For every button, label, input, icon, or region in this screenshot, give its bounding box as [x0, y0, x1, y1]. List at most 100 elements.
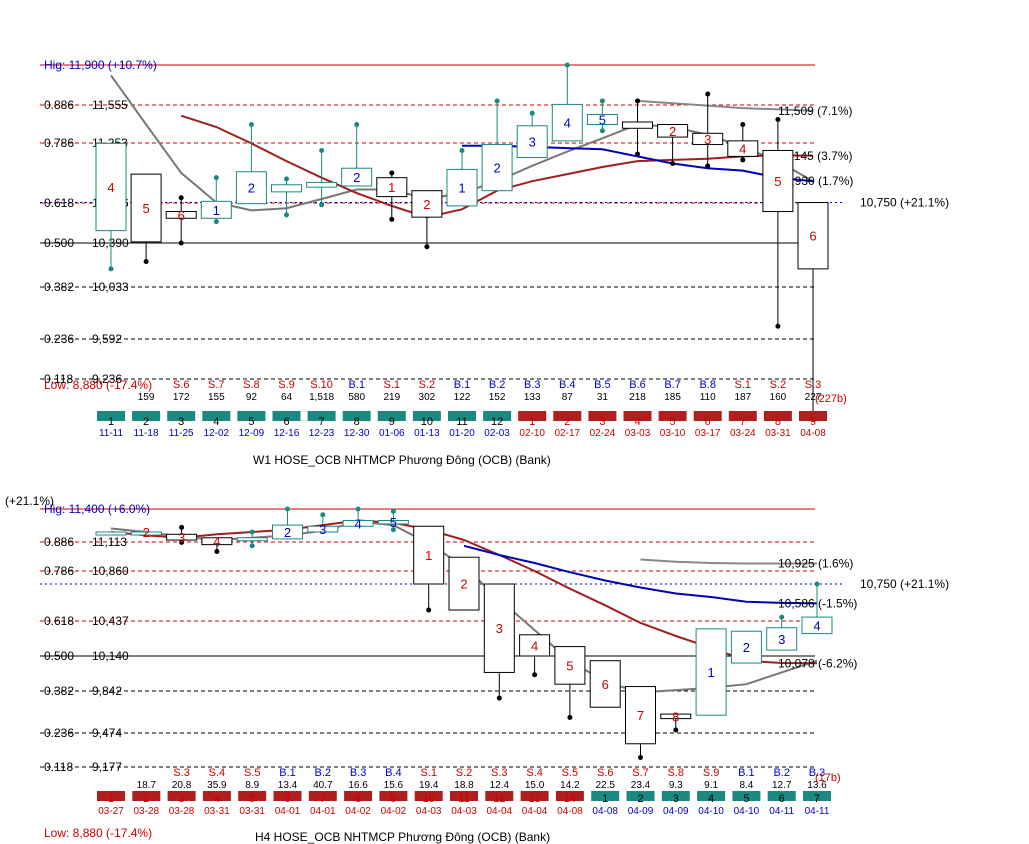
- date-label: 04-04: [522, 806, 548, 817]
- volume-label: 8.9: [245, 780, 259, 791]
- candle-count-label: 4: [813, 618, 820, 633]
- candle-count-label: 3: [178, 530, 185, 545]
- date-label: 03-27: [98, 806, 124, 817]
- candle-body: [519, 634, 551, 657]
- date-label: 03-28: [134, 806, 160, 817]
- bar-count-label: 5: [248, 416, 254, 428]
- date-label: 03-24: [730, 428, 756, 439]
- volume-label: 219: [383, 392, 400, 403]
- candle-count-label: 4: [107, 180, 114, 195]
- session-label: S.3: [173, 767, 190, 779]
- candle-body: [766, 627, 798, 651]
- candle-count-label: 2: [423, 197, 430, 212]
- candle-low-dot: [638, 754, 643, 760]
- date-label: 04-03: [416, 806, 442, 817]
- session-label: S.8: [668, 767, 685, 779]
- candle-low-dot: [635, 151, 640, 157]
- session-label: S.8: [243, 379, 260, 391]
- candle-body: [554, 646, 586, 685]
- fib-price-label: 11,113: [92, 535, 127, 549]
- bar-count-label: 6: [705, 416, 711, 428]
- volume-note: (17b): [815, 772, 841, 784]
- candle-count-label: 2: [353, 170, 360, 185]
- volume-label: 18.8: [454, 780, 474, 791]
- session-label: B.3: [350, 767, 367, 779]
- fib-ratio-label: 0.500: [44, 236, 74, 250]
- volume-label: 35.9: [207, 780, 227, 791]
- date-label: 04-03: [451, 806, 477, 817]
- session-bar: [518, 411, 547, 421]
- date-label: 03-31: [204, 806, 230, 817]
- ma-flat-line: [640, 558, 817, 565]
- session-bar: [414, 791, 443, 801]
- volume-label: 218: [629, 392, 646, 403]
- bar-count-label: 12: [491, 416, 503, 428]
- chart-title: H4 HOSE_OCB NHTMCP Phương Đông (OCB) (Ba…: [255, 830, 550, 844]
- session-label: B.4: [385, 767, 402, 779]
- candle-body: [586, 113, 618, 126]
- candle-high-dot: [354, 122, 360, 128]
- candle-high-dot: [740, 122, 746, 128]
- volume-label: 159: [138, 392, 155, 403]
- fib-price-label: 10,860: [92, 564, 129, 578]
- candle-low-dot: [673, 727, 679, 733]
- volume-label: 15.0: [525, 780, 545, 791]
- session-bar: [132, 411, 161, 421]
- bar-count-label: 3: [179, 793, 185, 805]
- date-label: 12-09: [239, 428, 265, 439]
- session-label: S.2: [456, 767, 473, 779]
- session-bar: [308, 791, 337, 801]
- candle-high-dot: [635, 98, 640, 104]
- candle-high-dot: [705, 91, 711, 97]
- date-label: 12-30: [344, 428, 370, 439]
- candle-body: [797, 202, 829, 270]
- candle-count-label: 6: [602, 677, 609, 692]
- chart-title: W1 HOSE_OCB NHTMCP Phương Đông (OCB) (Ba…: [253, 453, 551, 467]
- fib-ratio-label: 0.118: [44, 760, 73, 774]
- session-bar: [273, 791, 302, 801]
- date-label: 03-10: [660, 428, 686, 439]
- current-price-label: 10,750 (+21.1%): [860, 577, 949, 591]
- bar-count-label: 3: [599, 416, 605, 428]
- session-bar: [803, 791, 831, 801]
- fib-ratio-label: 0.236: [44, 332, 74, 346]
- session-label: S.2: [419, 379, 436, 391]
- date-label: 03-28: [169, 806, 195, 817]
- bar-count-label: 1: [602, 793, 608, 805]
- candle-body: [200, 200, 232, 219]
- candle-body: [95, 142, 127, 232]
- bar-count-label: 10: [423, 793, 435, 805]
- candle-count-label: 3: [319, 522, 326, 537]
- candle-high-dot: [284, 176, 289, 182]
- candle-body: [236, 537, 268, 542]
- date-label: 04-11: [805, 806, 830, 817]
- date-label: 11-11: [99, 428, 124, 439]
- session-label: B.5: [594, 379, 611, 391]
- date-label: 11-25: [169, 428, 194, 439]
- bar-count-label: 2: [637, 793, 643, 805]
- session-label: S.9: [703, 767, 720, 779]
- candle-high-dot: [355, 506, 361, 512]
- candle-body: [342, 519, 374, 527]
- date-label: 04-04: [487, 806, 513, 817]
- volume-label: 9.1: [704, 780, 718, 791]
- session-label: B.7: [664, 379, 681, 391]
- session-label: B.3: [524, 379, 541, 391]
- candle-count-label: 2: [743, 640, 750, 655]
- bar-count-label: 4: [708, 793, 714, 805]
- session-label: B.1: [454, 379, 471, 391]
- candle-count-label: 1: [213, 203, 220, 218]
- ma-value-label: 11,145 (3.7%): [778, 149, 853, 163]
- candle-low-dot: [178, 240, 184, 246]
- candle-body: [377, 519, 409, 525]
- fib-price-label: 9,177: [92, 760, 122, 774]
- candle-count-label: 2: [143, 525, 150, 540]
- session-bar: [626, 791, 655, 801]
- low-label: Low: 8,880 (-17.4%): [44, 826, 152, 840]
- candle-body: [481, 144, 513, 192]
- bar-count-label: 8: [354, 416, 360, 428]
- bar-count-label: 7: [320, 793, 326, 805]
- session-label: B.6: [629, 379, 646, 391]
- candle-count-label: 2: [669, 124, 676, 139]
- fib-ratio-label: 0.382: [44, 684, 74, 698]
